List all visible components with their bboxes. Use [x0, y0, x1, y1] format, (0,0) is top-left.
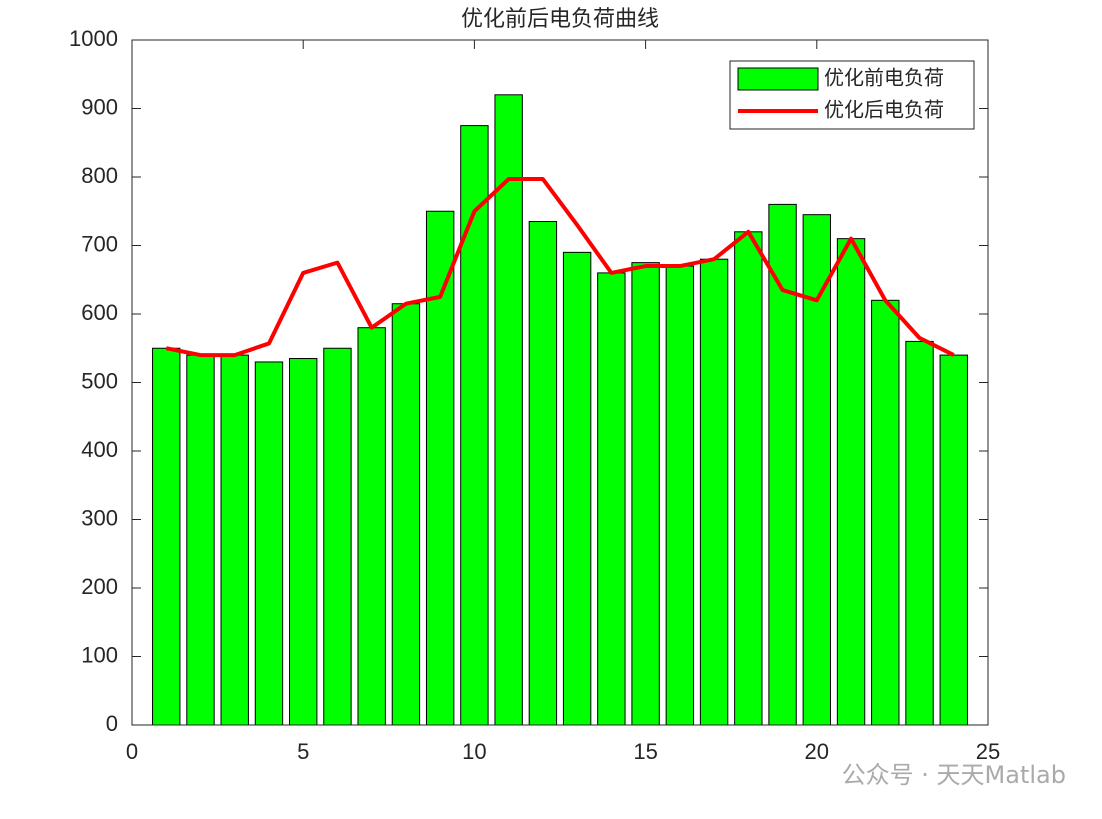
- bar: [528, 221, 558, 726]
- x-tick-label: 5: [297, 739, 309, 764]
- bar: [289, 358, 318, 726]
- axes-box: [131, 39, 989, 726]
- bar: [152, 347, 181, 726]
- y-tick-label: 700: [81, 231, 118, 256]
- bar: [905, 340, 934, 726]
- legend-label: 优化后电负荷: [824, 98, 944, 122]
- y-tick-label: 600: [81, 300, 118, 325]
- bar: [768, 203, 797, 726]
- y-tick-label: 800: [81, 163, 118, 188]
- x-tick-label: 10: [462, 739, 486, 764]
- bar: [734, 231, 763, 726]
- y-tick-label: 200: [81, 574, 118, 599]
- line: [165, 177, 955, 358]
- bar: [220, 354, 249, 726]
- y-tick-label: 1000: [69, 26, 118, 51]
- bar: [323, 347, 352, 726]
- bar: [665, 265, 695, 726]
- bar: [631, 262, 660, 726]
- x-tick-label: 20: [805, 739, 829, 764]
- bar: [254, 361, 284, 726]
- bar: [425, 210, 455, 726]
- y-tick-label: 500: [81, 368, 118, 393]
- bar: [357, 327, 386, 726]
- legend-label: 优化前电负荷: [824, 66, 944, 90]
- y-tick-label: 0: [106, 711, 118, 736]
- x-tick-label: 25: [976, 739, 1000, 764]
- bar: [939, 354, 968, 726]
- y-tick-label: 300: [81, 505, 118, 530]
- y-tick-label: 100: [81, 642, 118, 667]
- bar: [699, 258, 729, 726]
- bar: [391, 303, 421, 726]
- x-tick-label: 15: [633, 739, 657, 764]
- x-tick-label: 0: [126, 739, 138, 764]
- bar: [494, 94, 523, 726]
- bar: [186, 354, 215, 726]
- bar: [597, 272, 626, 726]
- legend-swatch: [737, 67, 819, 91]
- bar: [460, 125, 489, 726]
- watermark: 公众号 · 天天Matlab: [842, 761, 1066, 789]
- chart-title: 优化前后电负荷曲线: [461, 7, 659, 32]
- bar: [871, 299, 900, 726]
- y-tick-label: 400: [81, 437, 118, 462]
- bar: [802, 214, 831, 726]
- bar: [836, 238, 866, 726]
- bar: [562, 251, 592, 726]
- y-tick-label: 900: [81, 94, 118, 119]
